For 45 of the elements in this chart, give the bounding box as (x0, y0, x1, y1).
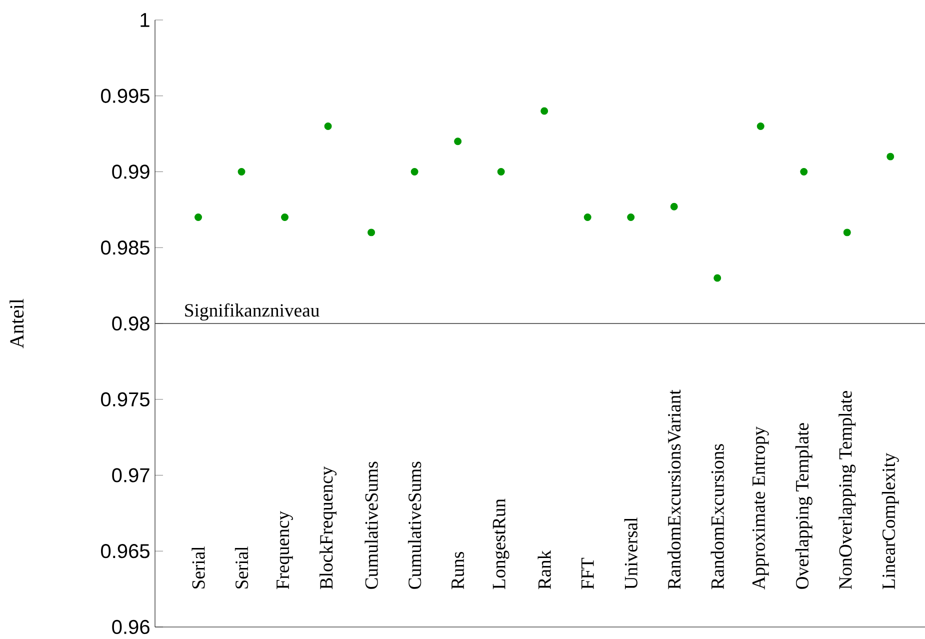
point (410, 168, 418, 176)
point (194, 214, 202, 221)
x-tick-label: LinearComplexity (882, 452, 899, 590)
y-tick-label: 1 (140, 13, 150, 27)
point (584, 214, 592, 221)
y-tick-label: 0.965 (101, 544, 150, 558)
x-tick-label: Frequency (276, 510, 293, 590)
point (843, 228, 851, 236)
x-tick-label: Runs (452, 552, 464, 590)
point (800, 168, 808, 176)
x-tick-label: LongestRun (492, 498, 510, 590)
point (454, 138, 462, 146)
x-tick-label: NonOverlapping Template (838, 391, 856, 590)
point (238, 168, 246, 176)
y-tick-label: 0.98 (112, 316, 150, 331)
y-tick-label: 0.995 (101, 88, 150, 103)
x-tick-label: RandomExcursions (710, 444, 724, 590)
x-tick-label: CumulativeSums (364, 462, 378, 589)
x-tick-label: Universal (624, 517, 638, 590)
x-tick-label: Serial (192, 546, 205, 588)
x-tick-label: FFT (581, 558, 594, 590)
point (324, 122, 332, 130)
point (368, 228, 376, 236)
y-tick-label: 0.99 (112, 164, 150, 179)
x-tick-label: CumulativeSums (408, 462, 422, 589)
point (497, 168, 505, 176)
x-tick-label: RandomExcursionsVariant (667, 390, 681, 590)
y-axis-title: Anteil (10, 298, 24, 348)
x-tick-label: Rank (538, 550, 551, 590)
point (670, 202, 678, 210)
x-tick-label: Approximate Entropy (752, 426, 769, 590)
point (756, 122, 764, 130)
point (886, 152, 894, 160)
point (627, 214, 635, 221)
ref-line-label: Signifikanzniveau (185, 303, 320, 321)
y-tick-label: 0.97 (112, 468, 150, 482)
point (540, 107, 548, 115)
y-tick-label: 0.975 (101, 392, 150, 406)
y-tick-label: 0.985 (101, 240, 150, 255)
point (714, 274, 722, 282)
x-tick-label: Serial (234, 546, 248, 588)
x-tick-label: BlockFrequency (320, 466, 337, 590)
x-tick-label: Overlapping Template (795, 423, 812, 589)
y-tick-label: 0.96 (112, 620, 150, 634)
point (281, 214, 289, 221)
